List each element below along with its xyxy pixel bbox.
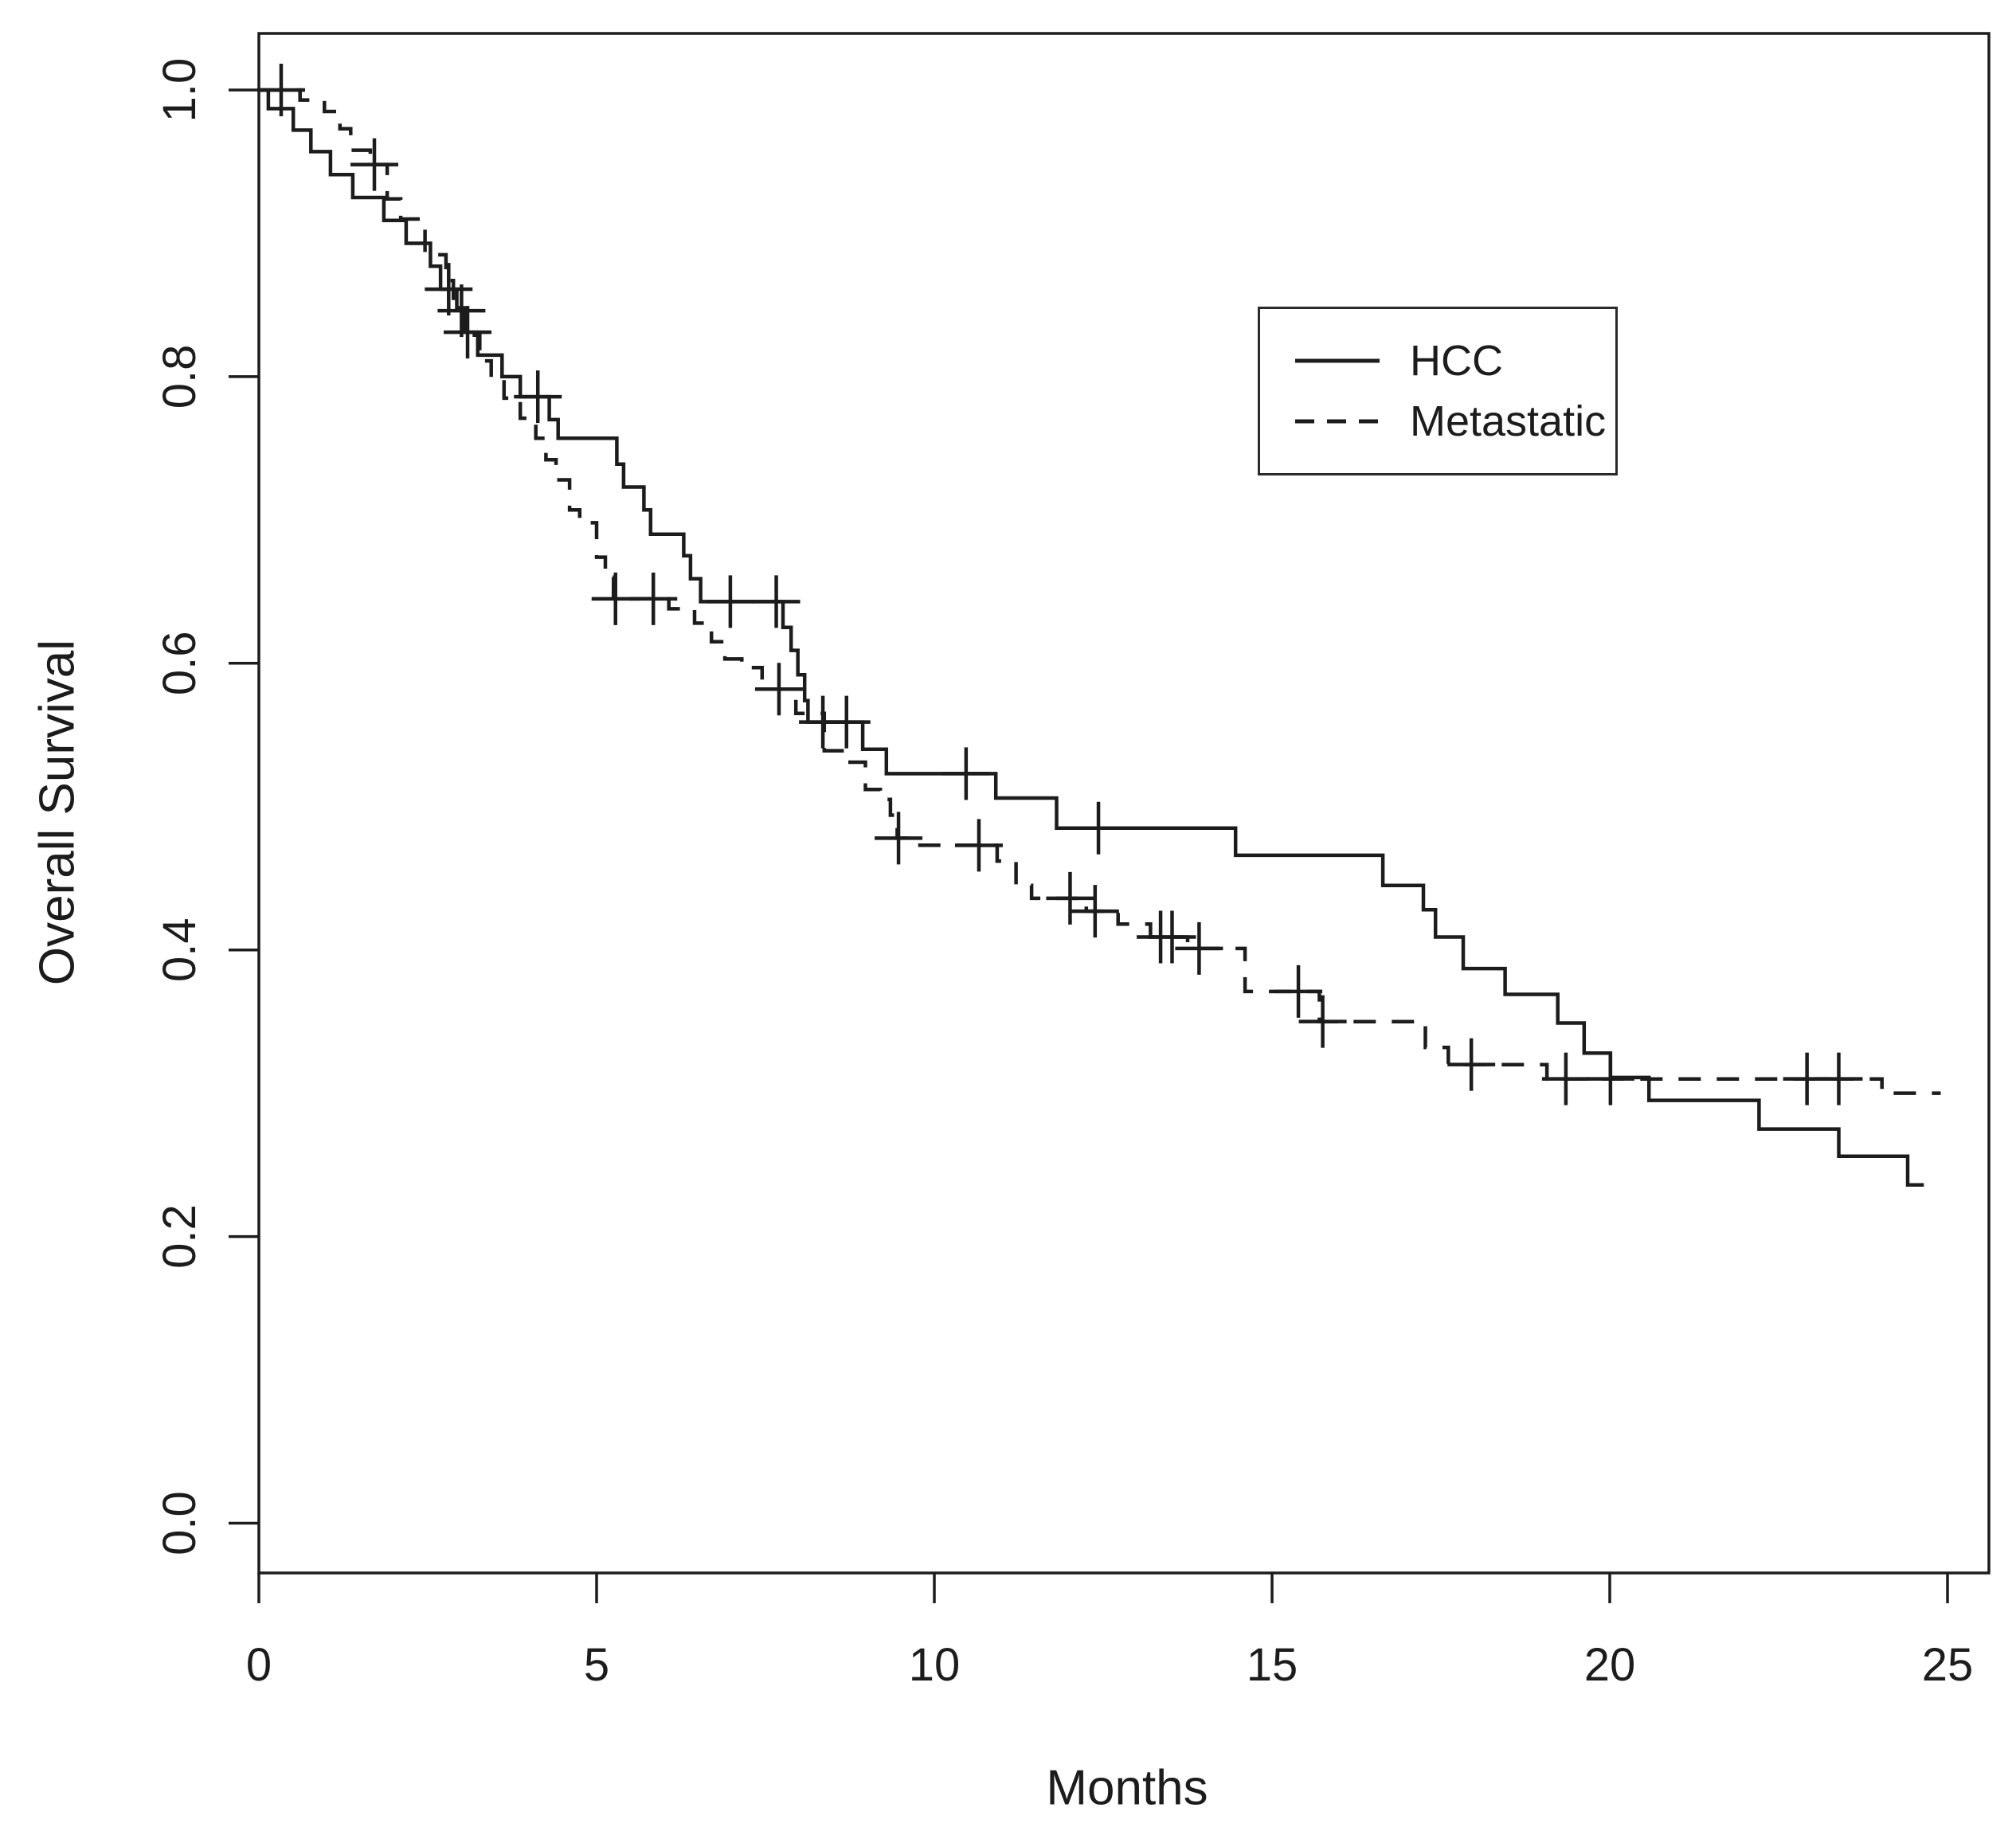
plot-border xyxy=(257,32,1991,1575)
y-tick-label: 1.0 xyxy=(154,58,206,123)
legend-dashed-line-icon xyxy=(1295,419,1380,424)
x-tick-label: 5 xyxy=(584,1639,609,1691)
legend-row-hcc: HCC xyxy=(1294,339,1615,382)
y-tick-label: 0.4 xyxy=(154,918,206,982)
y-tick-label: 0.8 xyxy=(154,345,206,409)
legend-label-metastatic: Metastatic xyxy=(1410,397,1607,445)
x-axis-title: Months xyxy=(1046,1760,1208,1816)
x-tick-label: 20 xyxy=(1584,1639,1636,1691)
y-tick-label: 0.6 xyxy=(154,631,206,695)
y-tick-label: 0.2 xyxy=(154,1204,206,1269)
legend-box: HCC Metastatic xyxy=(1258,307,1618,475)
x-tick-label: 0 xyxy=(246,1639,272,1691)
series-metastatic-curve xyxy=(259,88,1941,1095)
legend-label-hcc: HCC xyxy=(1410,337,1503,385)
x-tick-label: 10 xyxy=(909,1639,961,1691)
legend-solid-line-icon xyxy=(1295,358,1380,363)
y-tick-label: 0.0 xyxy=(154,1491,206,1555)
legend-row-metastatic: Metastatic xyxy=(1294,400,1615,443)
x-tick-label: 25 xyxy=(1922,1639,1974,1691)
series-hcc-curve xyxy=(259,88,1924,1187)
y-axis-title: Overall Survival xyxy=(29,639,85,986)
x-tick-label: 15 xyxy=(1247,1639,1298,1691)
